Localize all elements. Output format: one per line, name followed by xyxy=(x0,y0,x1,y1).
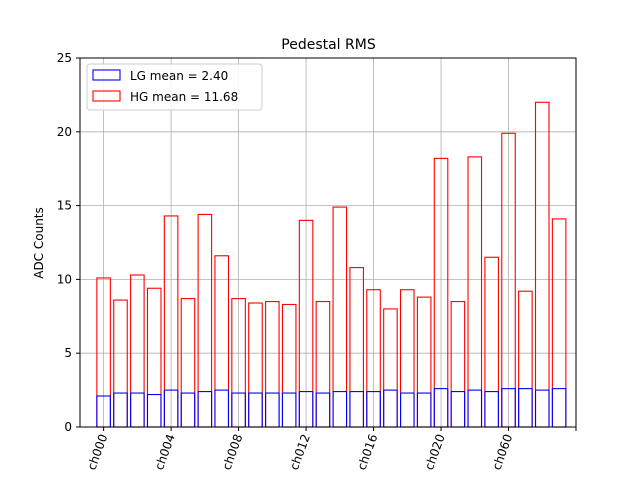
lg-bar xyxy=(197,391,213,428)
lg-bar xyxy=(281,392,297,428)
hg-bar xyxy=(534,101,550,428)
lg-bar xyxy=(349,391,364,428)
y-tick-label: 25 xyxy=(57,51,72,65)
hg-bar xyxy=(416,296,432,428)
legend-box xyxy=(86,63,263,111)
y-tick-label: 5 xyxy=(64,346,72,360)
lg-bar xyxy=(332,391,348,428)
y-tick-label: 10 xyxy=(57,272,72,286)
hg-bar xyxy=(265,300,280,428)
legend-entry: LG mean = 2.40 xyxy=(130,69,228,83)
hg-bar xyxy=(281,303,297,428)
lg-bar xyxy=(383,389,398,428)
hg-bar xyxy=(130,274,145,428)
lg-bar xyxy=(534,389,550,428)
hg-bar xyxy=(332,206,348,428)
y-tick-label: 20 xyxy=(57,125,72,139)
lg-bar xyxy=(130,392,145,428)
legend: LG mean = 2.40 HG mean = 11.68 xyxy=(86,63,263,111)
x-tick-label: ch004 xyxy=(152,432,178,472)
x-tick-label: ch016 xyxy=(355,432,381,472)
hg-bar xyxy=(399,289,415,428)
hg-bar xyxy=(146,287,162,428)
lg-bar xyxy=(113,392,128,428)
hg-bar xyxy=(113,299,128,428)
lg-bar xyxy=(180,392,196,428)
lg-bar xyxy=(416,392,432,428)
hg-bar xyxy=(349,267,364,428)
lg-bar xyxy=(265,392,280,428)
hg-bar xyxy=(180,298,196,428)
hg-bar xyxy=(450,300,466,428)
lg-bar xyxy=(248,392,263,428)
x-tick-label: ch020 xyxy=(422,432,448,472)
lg-bar xyxy=(450,391,466,428)
x-tick-label: ch012 xyxy=(287,432,313,472)
lg-bar xyxy=(467,389,483,428)
lg-bar xyxy=(518,388,533,428)
lg-bar xyxy=(484,391,499,428)
legend-entry: HG mean = 11.68 xyxy=(130,90,238,104)
hg-bar xyxy=(518,290,533,428)
hg-bar xyxy=(383,308,398,428)
y-tick-label: 0 xyxy=(64,420,72,434)
hg-bar xyxy=(214,255,230,428)
y-axis-label: ADC Counts xyxy=(32,207,46,279)
y-tick-label: 15 xyxy=(57,199,72,213)
lg-bar xyxy=(214,389,230,428)
hg-bar xyxy=(315,300,331,428)
x-tick-label: ch060 xyxy=(489,432,515,472)
x-tick-label: ch000 xyxy=(85,432,111,472)
hg-bar xyxy=(551,218,567,428)
hg-bar xyxy=(484,256,499,428)
lg-bar xyxy=(399,392,415,428)
hg-bar xyxy=(248,302,263,428)
bars xyxy=(96,101,567,428)
hg-bar xyxy=(197,213,213,428)
plot-frame xyxy=(79,57,577,428)
legend-swatch xyxy=(92,90,121,102)
lg-bar xyxy=(551,388,567,428)
x-tick-label: ch008 xyxy=(220,432,246,472)
lg-bar xyxy=(315,392,331,428)
hg-bar xyxy=(467,156,483,428)
lg-bar xyxy=(146,393,162,428)
chart-title: Pedestal RMS xyxy=(281,37,376,53)
legend-swatch xyxy=(92,69,121,81)
